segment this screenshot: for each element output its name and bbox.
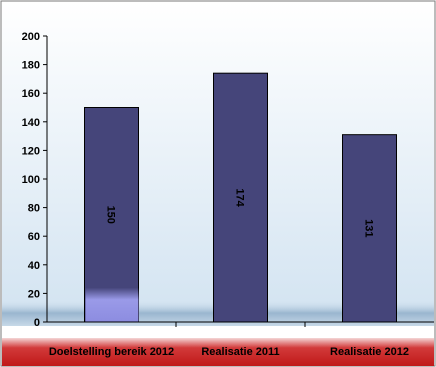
data-labels-layer: 150 174 131 [105,188,375,237]
y-tick-label: 200 [22,31,40,43]
y-tick-label: 20 [28,288,40,300]
y-tick-label: 40 [28,260,40,272]
x-category-label: Realisatie 2012 [330,346,409,358]
y-tick-label: 100 [22,174,40,186]
y-tick-label: 80 [28,203,40,215]
x-category-label: Realisatie 2011 [201,346,279,358]
category-labels-layer: Doelstelling bereik 2012 Realisatie 2011 R… [49,346,409,358]
y-tick-label: 140 [22,117,40,129]
bar [342,134,397,323]
y-tick-label: 160 [22,88,40,100]
data-label: 131 [363,219,375,237]
x-category-label: Doelstelling bereik 2012 [49,346,174,358]
data-label: 150 [105,206,117,224]
y-tick-label: 60 [28,231,40,243]
bars-layer [84,72,397,323]
bar-highlight [85,287,139,322]
y-tick-label: 120 [22,145,40,157]
x-ticks-layer [175,322,306,327]
bar [213,72,268,323]
y-tick-label: 180 [22,60,40,72]
category-band [2,338,434,366]
y-ticks-layer: 0 20 40 60 80 100 120 140 160 180 200 [22,31,47,329]
y-tick-label: 0 [34,317,40,329]
data-label: 174 [234,188,246,207]
